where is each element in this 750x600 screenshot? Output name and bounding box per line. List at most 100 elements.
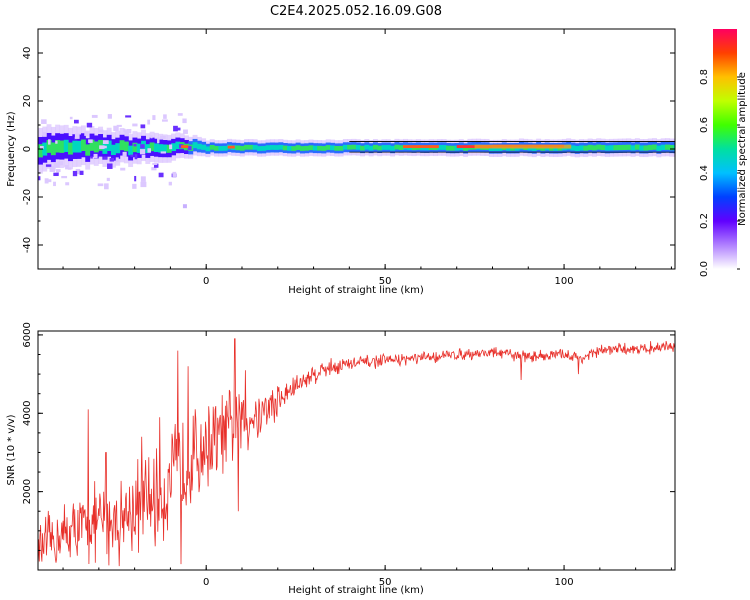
spectrogram-peak-band <box>474 144 572 149</box>
spectrogram-core-cell <box>660 144 666 150</box>
spectrogram-core-cell <box>394 144 400 150</box>
spectrogram-noise-speck <box>125 115 132 118</box>
spectrogram-y-tick-label: 20 <box>22 95 33 108</box>
spectrogram-core-cell <box>80 139 86 152</box>
spectrogram-core-cell <box>149 142 155 152</box>
spectrogram-core-cell <box>235 145 241 151</box>
spectrogram-noise-speck <box>98 129 104 133</box>
spectrogram-noise-speck <box>120 167 126 171</box>
spectrogram-core-cell <box>579 145 584 151</box>
spectrogram-core-cell <box>239 145 245 151</box>
spectrogram-noise-speck <box>157 137 160 144</box>
spectrogram-core-cell <box>390 145 396 151</box>
colorbar: 0.0 0.2 0.4 0.6 0.8 Normalized spectral ampl… <box>699 29 748 277</box>
spectrogram-noise-speck <box>42 132 47 137</box>
spectrogram-core-cell <box>583 145 589 151</box>
spectrogram-noise-speck <box>102 140 109 144</box>
spectrogram-noise-speck <box>168 181 172 186</box>
spectrogram-noise-speck <box>49 166 56 172</box>
spectrogram-noise-speck <box>59 161 63 164</box>
spectrogram-core-cell <box>158 144 164 153</box>
spectrogram-core-cell <box>205 146 211 152</box>
spectrogram-core-cell <box>609 145 615 151</box>
spectrogram-core-cell <box>153 143 159 152</box>
spectrogram-core-cell <box>355 145 361 150</box>
spectrogram-noise-speck <box>93 153 98 159</box>
spectrogram-noise-speck <box>48 139 51 145</box>
spectrogram-core-cell <box>604 145 610 151</box>
spectrogram-core-cell <box>596 144 602 150</box>
spectrogram-core-cell <box>68 142 73 155</box>
spectrogram-noise-speck <box>79 170 84 175</box>
spectrogram-core-cell <box>106 140 112 152</box>
spectrogram-core-cell <box>282 145 288 151</box>
spectrogram-peak <box>181 145 189 149</box>
spectrogram-core-cell <box>278 144 284 150</box>
spectrogram-noise-speck <box>115 157 119 163</box>
spectrogram-core-cell <box>123 141 129 152</box>
spectrogram-noise-speck <box>88 139 93 143</box>
spectrogram-core-cell <box>312 145 318 151</box>
spectrogram-noise-speck <box>116 124 122 127</box>
spectrogram-core-cell <box>261 146 267 151</box>
spectrogram-core-cell <box>175 141 181 150</box>
spectrogram-noise-speck <box>56 170 60 175</box>
spectrogram-core-cell <box>613 145 619 151</box>
spectrogram-noise-speck <box>102 145 107 149</box>
spectrogram-y-tick-label: 0 <box>22 146 33 152</box>
spectrogram-noise-speck <box>67 167 72 170</box>
spectrogram-core-cell <box>639 145 645 151</box>
spectrogram-core-cell <box>299 146 305 151</box>
spectrogram-core-cell <box>244 144 250 150</box>
spectrogram-core-cell <box>85 144 91 156</box>
spectrogram-noise-speck <box>134 154 138 160</box>
spectrogram-core-cell <box>334 145 340 151</box>
snr-panel: 2000 4000 6000 0 50 100 Height of straight l… <box>6 322 676 596</box>
spectrogram-y-tick-label: -20 <box>22 189 33 205</box>
spectrogram-core-cell <box>98 139 104 151</box>
spectrogram-core-cell <box>445 145 451 151</box>
spectrogram-core-cell <box>76 140 82 153</box>
spectrogram-core-cell <box>325 145 331 150</box>
spectrogram-noise-speck <box>106 177 110 182</box>
spectrogram-noise-speck <box>160 135 166 140</box>
spectrogram-core-cell <box>664 144 670 150</box>
spectrogram-core-cell <box>669 144 675 151</box>
spectrogram-core-cell <box>63 139 69 152</box>
snr-x-tick-label: 50 <box>379 577 392 588</box>
spectrogram-core-cell <box>351 144 357 150</box>
spectrogram-core-cell <box>162 144 168 153</box>
spectrogram-core-cell <box>111 144 116 156</box>
spectrogram-noise <box>38 113 192 209</box>
spectrogram-noise-speck <box>153 163 159 168</box>
spectrogram-noise-speck <box>91 114 98 118</box>
spectrogram-noise-speck <box>53 172 59 177</box>
spectrogram-noise-speck <box>124 130 129 137</box>
snr-y-tick-label: 6000 <box>22 322 33 347</box>
spectrogram-core-cell <box>617 144 623 151</box>
colorbar-scale <box>713 29 737 269</box>
spectrogram-y-axis-label: Frequency (Hz) <box>6 111 17 187</box>
spectrogram-peaks <box>181 144 572 149</box>
spectrogram-core-cell <box>308 145 314 151</box>
spectrogram-core-cell <box>265 145 271 151</box>
spectrogram-core-cell <box>398 145 404 150</box>
spectrogram-noise-speck <box>84 131 89 136</box>
spectrogram-noise-speck <box>103 156 108 160</box>
spectrogram-core-cell <box>102 143 108 154</box>
spectrogram-core-cell <box>201 144 207 150</box>
spectrogram-core-cell <box>115 143 121 154</box>
spectrogram-noise-speck <box>113 125 119 131</box>
colorbar-tick-label: 0.4 <box>699 165 710 181</box>
spectrogram-noise-speck <box>74 133 80 139</box>
spectrogram-noise-speck <box>183 129 188 134</box>
spectrogram-core-cell <box>287 145 292 151</box>
colorbar-label: Normalized spectral amplitude <box>737 72 748 226</box>
spectrogram-core-cell <box>381 145 387 150</box>
spectrogram-core-cell <box>46 139 52 153</box>
spectrogram-x-tick-label: 100 <box>555 276 574 287</box>
spectrogram-core-cell <box>218 146 224 151</box>
colorbar-tick-label: 0.0 <box>699 261 710 277</box>
spectrogram-noise-speck <box>122 151 127 157</box>
spectrogram-core-cell <box>330 145 335 151</box>
